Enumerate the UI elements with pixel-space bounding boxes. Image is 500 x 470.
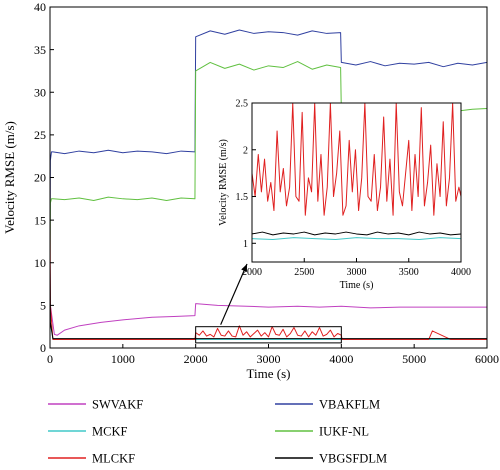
legend-item-swvakf: SWVAKF bbox=[48, 398, 143, 412]
main-series-line-vbgsfdlm bbox=[50, 262, 487, 340]
inset-y-tick-label: 1 bbox=[243, 239, 248, 250]
inset-y-axis-label: Velocity RMSE (m/s) bbox=[218, 139, 229, 226]
inset-x-tick-label: 3500 bbox=[399, 267, 419, 278]
legend-label: MLCKF bbox=[92, 452, 135, 466]
main-y-tick-label: 0 bbox=[40, 341, 46, 355]
main-y-tick-label: 40 bbox=[34, 0, 46, 14]
main-y-tick-label: 25 bbox=[34, 128, 46, 142]
inset-x-tick-label: 3000 bbox=[347, 267, 367, 278]
main-plot: 0 1000 2000 3000 4000 5000 6000 0 5 10 15 20 25 30 35 4… bbox=[2, 0, 499, 381]
legend-item-mckf: MCKF bbox=[48, 425, 127, 439]
zoom-arrow-line bbox=[220, 263, 248, 325]
inset-background bbox=[252, 103, 461, 262]
inset-series-line-mckf bbox=[252, 237, 461, 241]
main-x-tick-label: 2000 bbox=[184, 352, 208, 366]
inset-x-tick-label: 2500 bbox=[294, 267, 314, 278]
inset-series-line-mlckf bbox=[252, 103, 461, 216]
inset-y-tick-label: 2.5 bbox=[236, 99, 249, 110]
main-y-tick-label: 30 bbox=[34, 85, 46, 99]
legend-label: IUKF-NL bbox=[319, 425, 369, 439]
zoom-arrow-head bbox=[241, 264, 247, 272]
legend-item-vbgsfdlm: VBGSFDLM bbox=[275, 452, 387, 466]
inset-series-line-vbgsfdlm bbox=[252, 231, 461, 236]
inset-x-axis-label: Time (s) bbox=[340, 280, 374, 291]
inset-y-tick-label: 1.5 bbox=[236, 192, 249, 203]
main-y-axis-label: Velocity RMSE (m/s) bbox=[2, 121, 17, 234]
main-x-tick-label: 1000 bbox=[111, 352, 135, 366]
main-x-tick-label: 4000 bbox=[329, 352, 353, 366]
main-x-tick-label: 6000 bbox=[475, 352, 499, 366]
main-series-line-mlckf bbox=[50, 160, 487, 340]
main-series-line-swvakf bbox=[50, 262, 487, 336]
legend-label: SWVAKF bbox=[92, 398, 143, 412]
main-x-axis-label: Time (s) bbox=[247, 366, 291, 381]
main-x-tick-label: 5000 bbox=[402, 352, 426, 366]
inset-series-lines bbox=[252, 103, 461, 241]
main-y-tick-label: 20 bbox=[34, 171, 46, 185]
main-y-tick-label: 15 bbox=[34, 213, 46, 227]
main-y-tick-label: 35 bbox=[34, 43, 46, 57]
inset-y-tick-label: 2 bbox=[243, 145, 248, 156]
legend-item-mlckf: MLCKF bbox=[48, 452, 135, 466]
main-series-line-vbakflm bbox=[50, 29, 487, 263]
main-y-tick-label: 5 bbox=[40, 299, 46, 313]
main-x-tick-label: 0 bbox=[47, 352, 53, 366]
legend-label: VBAKFLM bbox=[319, 398, 380, 412]
inset-x-tick-label: 4000 bbox=[451, 267, 471, 278]
legend-item-vbakflm: VBAKFLM bbox=[275, 398, 380, 412]
legend: SWVAKF VBAKFLM MCKF IUKF-NL MLCKF VBGSFDLM bbox=[48, 398, 387, 466]
legend-label: VBGSFDLM bbox=[319, 452, 387, 466]
zoom-region-box bbox=[195, 326, 342, 344]
main-y-tick-label: 10 bbox=[34, 256, 46, 270]
main-series-line-mckf bbox=[50, 262, 487, 340]
legend-label: MCKF bbox=[92, 425, 127, 439]
inset-plot: 2000 2500 3000 3500 4000 1 1.5 2 2.5 Time (s) Velo… bbox=[218, 99, 471, 292]
inset-x-tick-label: 2000 bbox=[242, 267, 262, 278]
legend-item-iukf-nl: IUKF-NL bbox=[275, 425, 369, 439]
main-x-tick-label: 3000 bbox=[257, 352, 281, 366]
